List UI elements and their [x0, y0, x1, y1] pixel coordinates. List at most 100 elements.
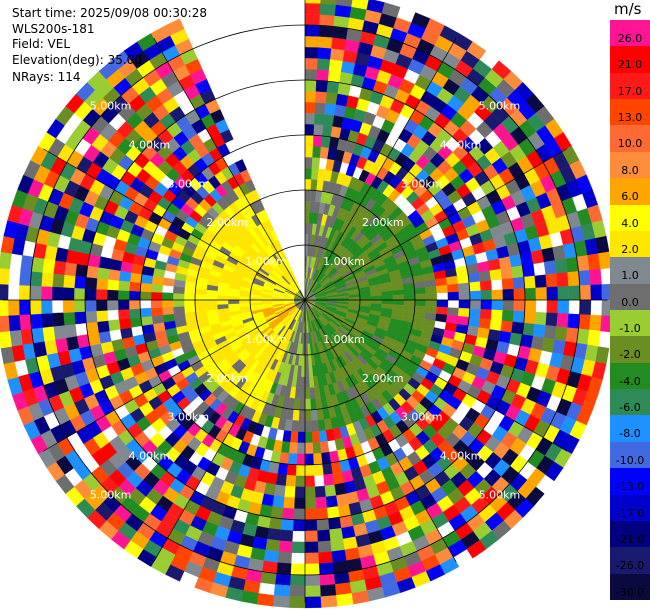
velocity-gate: [276, 562, 292, 575]
velocity-gate: [501, 278, 514, 290]
velocity-gate: [335, 0, 353, 7]
start-time-text: Start time: 2025/09/08 00:30:28: [12, 6, 207, 20]
velocity-gate: [317, 540, 332, 553]
velocity-gate: [304, 2, 321, 15]
velocity-gate: [319, 584, 337, 597]
velocity-gate: [183, 293, 196, 301]
velocity-gate: [63, 274, 76, 289]
velocity-gate: [524, 299, 537, 313]
velocity-gate: [557, 286, 570, 301]
velocity-gate: [313, 124, 324, 137]
velocity-gate: [194, 299, 207, 306]
colorbar-bin: [610, 230, 650, 258]
velocity-gate: [29, 285, 42, 301]
velocity-gate: [304, 167, 313, 180]
range-ring-label: 1.00km: [323, 333, 365, 346]
velocity-gate: [334, 4, 352, 18]
velocity-gate: [285, 474, 296, 487]
velocity-gate: [331, 37, 347, 51]
velocity-gate: [107, 268, 121, 281]
colorbar-tick-label: -1.0: [619, 322, 641, 335]
velocity-gate: [491, 289, 504, 301]
velocity-gate: [162, 277, 175, 287]
velocity-gate: [403, 299, 416, 306]
velocity-gate: [283, 496, 295, 509]
velocity-gate: [314, 485, 326, 498]
velocity-gate: [304, 90, 317, 103]
velocity-gate: [522, 322, 535, 337]
colorbar-bin: [610, 178, 650, 206]
range-ring-label: 3.00km: [168, 411, 210, 424]
velocity-gate: [500, 267, 514, 280]
velocity-gate: [277, 551, 292, 564]
velocity-gate: [323, 473, 335, 487]
velocity-gate: [304, 123, 315, 136]
velocity-gate: [325, 495, 338, 509]
colorbar-tick-label: -6.0: [619, 401, 641, 415]
colorbar-tick-label: -2.0: [619, 348, 641, 362]
velocity-gate: [320, 0, 337, 5]
velocity-gate: [578, 314, 591, 331]
colorbar-tick-label: 0.0: [621, 295, 639, 309]
velocity-gate: [489, 319, 503, 332]
velocity-gate: [162, 306, 174, 316]
velocity-gate: [414, 299, 427, 307]
velocity-gate: [425, 299, 438, 308]
range-ring-label: 1.00km: [323, 255, 365, 268]
velocity-sectors: [0, 0, 614, 609]
velocity-gate: [458, 291, 471, 301]
velocity-gate: [279, 529, 294, 542]
velocity-gate: [53, 325, 67, 340]
velocity-gate: [318, 551, 333, 564]
velocity-gate: [0, 299, 9, 317]
velocity-gate: [173, 306, 185, 314]
velocity-gate: [579, 284, 592, 301]
velocity-gate: [304, 112, 315, 125]
velocity-gate: [512, 276, 525, 290]
velocity-gate: [106, 299, 119, 311]
velocity-gate: [86, 265, 99, 279]
velocity-gate: [522, 263, 535, 278]
velocity-gate: [587, 253, 601, 271]
velocity-gate: [304, 574, 321, 587]
velocity-gate: [98, 330, 112, 344]
velocity-gate: [96, 278, 109, 290]
velocity-gate: [140, 307, 152, 318]
colorbar-bin: [610, 468, 650, 496]
colorbar: 26.0 21.0 17.0 13.0 10.0 8.0 6.0 4.0 2.0 1.0 0.0 -1…: [610, 20, 650, 601]
velocity-gate: [467, 272, 481, 283]
velocity-gate: [304, 57, 318, 70]
velocity-gate: [304, 46, 319, 59]
velocity-gate: [29, 299, 42, 315]
velocity-gate: [315, 80, 329, 93]
velocity-gate: [18, 299, 31, 316]
velocity-gate: [304, 409, 312, 422]
velocity-gate: [316, 58, 331, 71]
velocity-gate: [195, 305, 207, 312]
velocity-gate: [296, 442, 306, 455]
velocity-gate: [319, 441, 330, 454]
velocity-gate: [161, 299, 174, 308]
velocity-gate: [107, 279, 120, 291]
velocity-gate: [74, 311, 87, 325]
velocity-gate: [311, 157, 321, 169]
azimuth-spoke: [153, 299, 306, 563]
velocity-gate: [477, 260, 490, 273]
velocity-gate: [436, 306, 448, 316]
azimuth-spoke: [42, 148, 306, 301]
velocity-gate: [63, 311, 76, 326]
colorbar-bin: [610, 520, 650, 548]
velocity-gate: [304, 13, 321, 26]
velocity-gate: [523, 275, 536, 289]
velocity-gate: [327, 517, 342, 530]
velocity-gate: [287, 453, 298, 465]
colorbar-bin: [610, 441, 650, 469]
colorbar-bin: [610, 72, 650, 100]
velocity-gate: [304, 24, 320, 37]
velocity-gate: [74, 275, 87, 289]
velocity-gate: [487, 258, 501, 271]
velocity-gate: [304, 134, 314, 147]
velocity-gate: [335, 493, 349, 507]
velocity-gate: [42, 258, 56, 274]
velocity-gate: [164, 18, 185, 36]
